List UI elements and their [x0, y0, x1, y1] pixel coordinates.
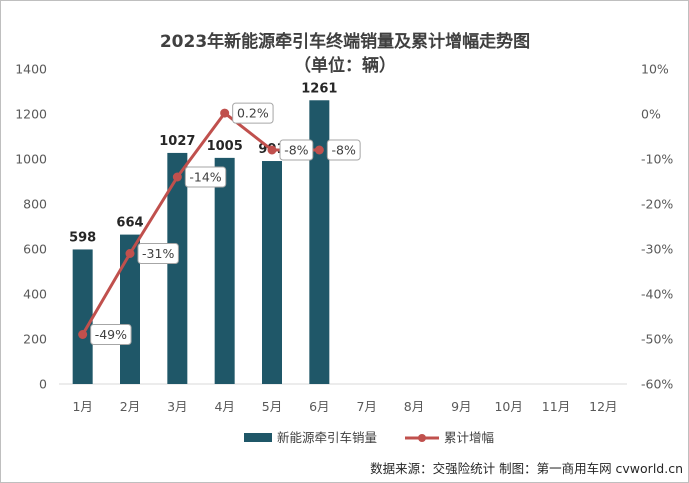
bar-labels: 598664102710059911261	[69, 81, 337, 245]
growth-point	[78, 330, 88, 339]
right-axis-tick: 0%	[641, 107, 661, 122]
x-axis-tick: 8月	[404, 399, 424, 414]
x-axis-tick: 9月	[451, 399, 471, 414]
left-axis-tick: 200	[23, 332, 47, 347]
bar	[262, 161, 282, 384]
growth-point	[172, 172, 182, 182]
right-axis-tick: -20%	[641, 197, 673, 212]
bar	[309, 100, 330, 385]
bar-series	[72, 100, 330, 385]
growth-label-box	[90, 324, 132, 345]
legend-bar-swatch	[244, 433, 272, 442]
line-labels: -49% -31% -14% 0.2% -8% -8%	[90, 102, 361, 345]
growth-label-box	[326, 139, 361, 161]
x-axis-tick: 12月	[589, 399, 617, 414]
bar-value-label: 664	[116, 216, 143, 231]
legend-line-label: 累计增幅	[444, 430, 494, 445]
x-axis-tick: 10月	[494, 399, 522, 414]
x-axis-tick: 5月	[262, 399, 282, 414]
x-axis-tick: 6月	[309, 399, 329, 414]
left-axis-tick: 600	[23, 242, 47, 257]
growth-label-box	[137, 243, 179, 264]
growth-point	[220, 108, 230, 118]
left-axis-tick: 1200	[15, 107, 47, 122]
x-axis-tick: 7月	[356, 399, 376, 414]
growth-label-box	[279, 139, 314, 161]
right-axis-ticks: -60% -50% -40% -30% -20% -10% 0% 10%	[641, 62, 673, 392]
left-axis-tick: 400	[23, 287, 47, 302]
right-axis-tick: -10%	[641, 152, 673, 167]
growth-value-label: -31%	[142, 246, 174, 261]
growth-point	[314, 145, 324, 155]
source-credit: 数据来源：交强险统计 制图：第一商用车网 cvworld.cn	[370, 461, 683, 476]
bar-value-label: 1027	[159, 134, 195, 149]
left-axis-tick: 800	[23, 197, 47, 212]
x-axis-tick: 3月	[167, 399, 187, 414]
legend-line-marker	[418, 434, 426, 442]
chart-title: 2023年新能源牵引车终端销量及累计增幅走势图	[160, 31, 530, 52]
growth-value-label: -14%	[189, 170, 221, 185]
growth-point	[267, 145, 277, 155]
x-axis-tick: 1月	[72, 399, 92, 414]
growth-label-box	[184, 166, 227, 188]
x-axis-ticks: 1月 2月 3月 4月 5月 6月 7月 8月 9月 10月 11月 12月	[72, 399, 617, 414]
right-axis-tick: -40%	[641, 287, 673, 302]
bar-value-label: 598	[69, 230, 96, 245]
legend-bar-label: 新能源牵引车销量	[277, 430, 377, 445]
legend: 新能源牵引车销量 累计增幅	[244, 430, 494, 445]
left-axis-tick: 0	[39, 377, 47, 392]
bar	[167, 152, 188, 384]
right-axis-tick: -30%	[641, 242, 673, 257]
left-axis-tick: 1000	[15, 152, 47, 167]
growth-point	[125, 249, 135, 258]
right-axis-tick: 10%	[641, 62, 669, 77]
left-axis-tick: 1400	[15, 62, 47, 77]
left-axis-ticks: 0 200 400 600 800 1000 1200 1400	[15, 62, 47, 392]
bar	[72, 249, 93, 384]
chart-subtitle: （单位：辆）	[294, 55, 396, 76]
bar	[120, 234, 140, 384]
x-axis-tick: 2月	[120, 399, 140, 414]
right-axis-tick: -50%	[641, 332, 673, 347]
growth-value-label: -49%	[95, 327, 127, 342]
x-axis-tick: 11月	[542, 399, 570, 414]
growth-value-label: 0.2%	[237, 106, 269, 121]
growth-value-label: -8%	[332, 143, 356, 158]
right-axis-tick: -60%	[641, 377, 673, 392]
x-axis-tick: 4月	[214, 399, 234, 414]
growth-value-label: -8%	[284, 143, 308, 158]
growth-label-box	[232, 102, 274, 124]
bar-value-label: 1261	[301, 81, 337, 96]
bar	[214, 157, 235, 384]
bar-value-label: 1005	[207, 139, 243, 154]
